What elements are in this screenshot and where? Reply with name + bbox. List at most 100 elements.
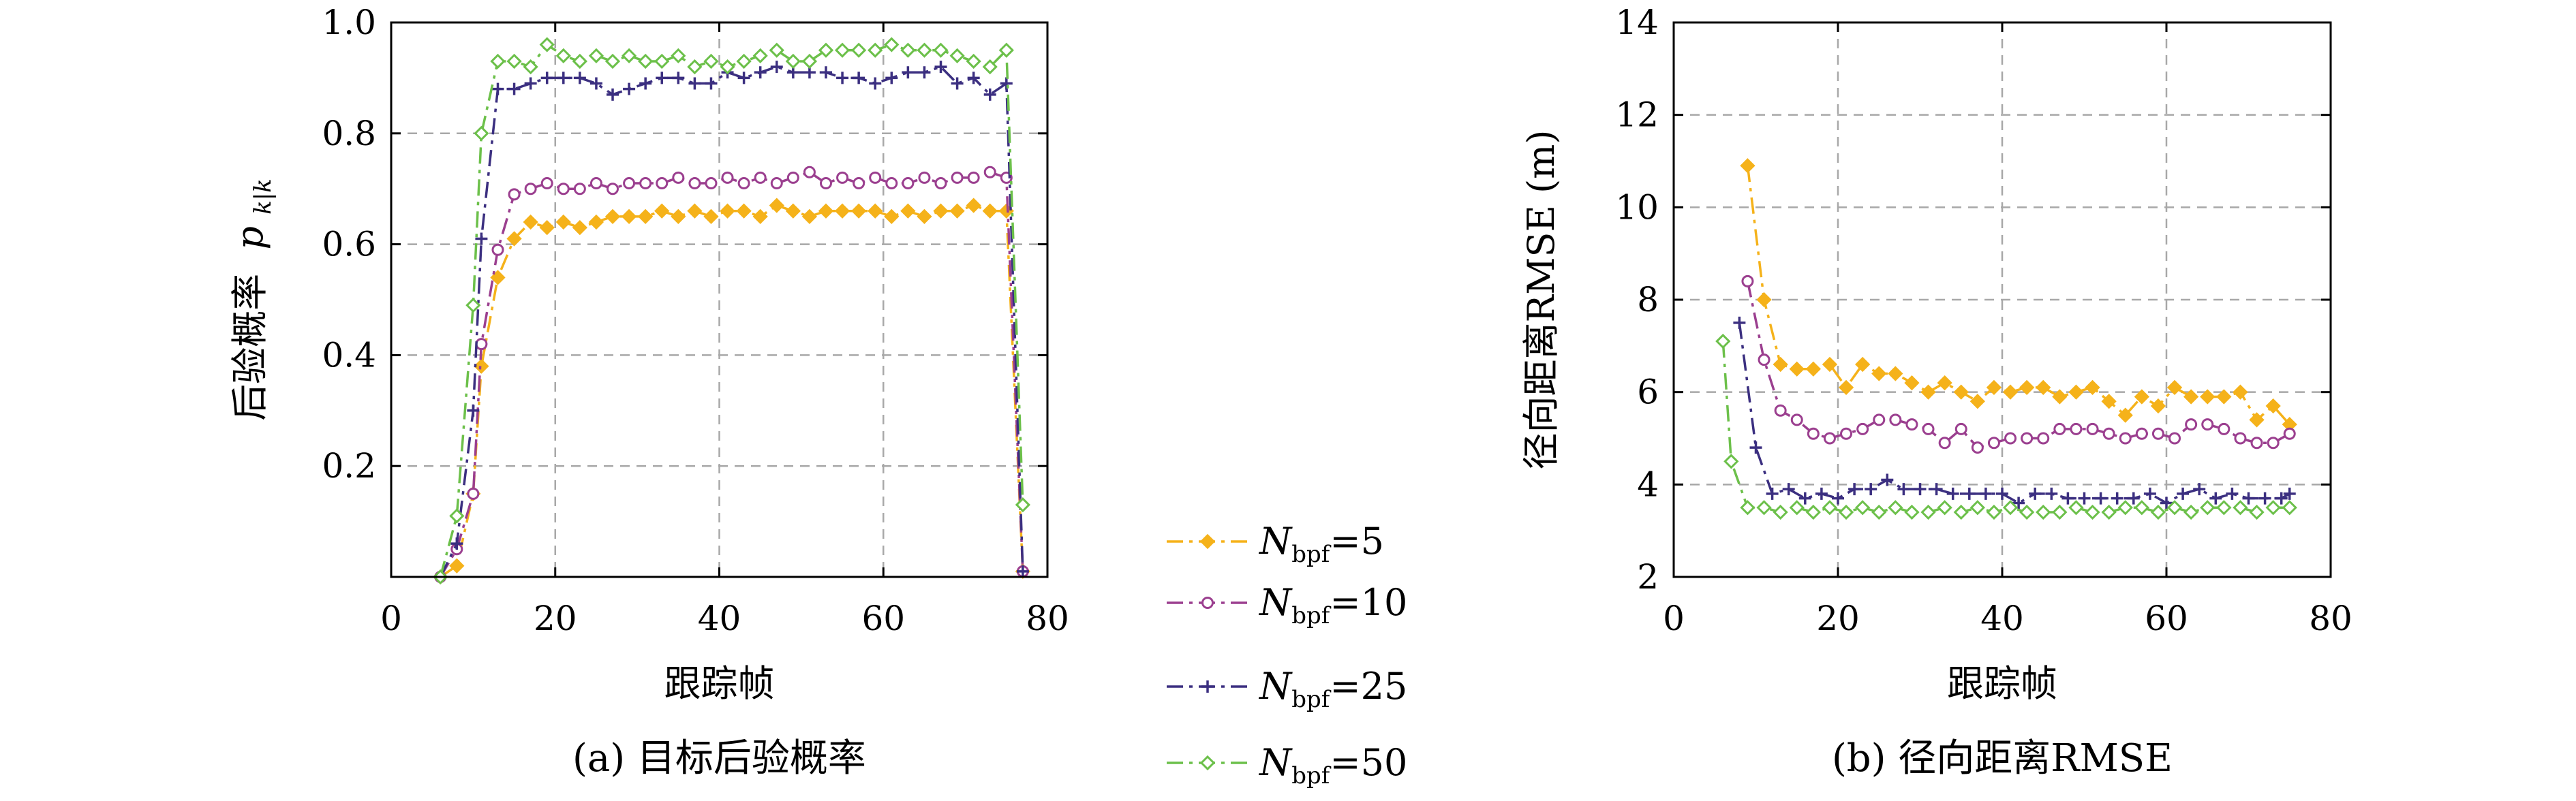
data-point-a-N25-32 [951, 77, 964, 90]
legend-symbol-N25: N [1258, 665, 1293, 708]
data-point-b-N25-30 [2226, 487, 2239, 500]
data-point-a-N25-20 [754, 66, 767, 79]
data-point-b-N5-18 [2036, 379, 2051, 396]
legend-symbol-N10: N [1258, 581, 1293, 624]
data-point-b-N25-6 [1832, 492, 1844, 505]
data-point-a-N5-19 [736, 203, 752, 219]
data-point-b-N10-9 [1889, 413, 1902, 426]
data-point-a-N10-29 [902, 177, 915, 190]
data-point-a-N10-21 [770, 177, 783, 190]
data-point-a-N10-11 [607, 183, 619, 195]
data-point-a-N5-6 [523, 214, 538, 230]
data-point-b-N25-12 [1930, 483, 1943, 496]
data-point-b-N10-28 [2201, 418, 2214, 431]
data-point-a-N50-1 [449, 508, 465, 524]
data-point-a-N5-21 [769, 198, 784, 213]
data-point-b-N25-15 [1979, 487, 1992, 500]
data-point-b-N10-29 [2218, 422, 2230, 435]
y-tick-label-a-2: 0.6 [322, 225, 376, 264]
y-tick-label-a-1: 0.4 [322, 335, 376, 375]
data-point-b-N10-20 [2070, 422, 2083, 435]
data-point-a-N10-23 [803, 166, 816, 178]
y-tick-label-b-5: 12 [1615, 95, 1659, 135]
y-tick-label-b-4: 10 [1615, 187, 1659, 227]
data-point-a-N5-28 [884, 208, 900, 225]
data-point-b-N25-17 [2012, 497, 2025, 509]
legend-label-N5: Nbpf=5 [1258, 520, 1384, 568]
data-point-a-N10-8 [557, 183, 570, 195]
data-point-b-N25-31 [2242, 492, 2255, 505]
data-point-a-N50-9 [572, 53, 587, 69]
y-tick-label-a-3: 0.8 [322, 114, 376, 153]
data-point-a-N10-10 [589, 177, 602, 190]
y-axis-label-a-symbol: p [228, 226, 271, 250]
data-point-a-N25-25 [836, 72, 849, 84]
data-point-a-N10-20 [754, 171, 767, 184]
x-tick-label-b-0: 0 [1663, 599, 1685, 638]
data-point-b-N5-8 [1871, 366, 1887, 381]
grid-a [391, 22, 1047, 577]
legend-value-N25: =25 [1330, 665, 1407, 708]
data-point-a-N5-3 [474, 358, 489, 374]
data-point-a-N25-31 [934, 61, 947, 74]
data-point-b-N50-13 [1920, 504, 1936, 520]
series-markers-a-N25 [434, 61, 1029, 583]
data-point-b-N50-15 [1953, 504, 1969, 520]
data-point-a-N50-19 [736, 53, 752, 69]
data-point-b-N50-14 [1937, 500, 1952, 516]
data-point-b-N10-4 [1807, 427, 1820, 440]
data-point-a-N50-25 [834, 42, 850, 58]
data-point-a-N50-24 [818, 42, 834, 58]
data-point-b-N10-3 [1790, 413, 1803, 426]
data-point-b-N5-9 [1888, 366, 1903, 381]
x-tick-label-b-4: 80 [2309, 599, 2352, 638]
data-point-b-N25-8 [1865, 483, 1877, 496]
series-markers-a-N50 [433, 37, 1031, 585]
data-point-a-N5-31 [933, 203, 949, 219]
legend-value-N5: =5 [1330, 520, 1384, 563]
data-point-b-N25-3 [1782, 483, 1795, 496]
data-point-a-N50-32 [949, 48, 965, 63]
data-point-a-N10-12 [623, 177, 636, 190]
data-point-b-N50-30 [2200, 500, 2215, 516]
data-point-a-N5-23 [801, 208, 818, 225]
data-point-b-N25-21 [2078, 492, 2091, 505]
data-point-a-N50-29 [900, 42, 916, 58]
data-point-a-N5-7 [539, 220, 555, 236]
data-point-a-N25-19 [737, 72, 750, 84]
data-point-a-N25-13 [639, 77, 652, 90]
data-point-b-N5-0 [1740, 158, 1755, 174]
data-point-a-N5-20 [752, 208, 768, 225]
data-point-a-N25-29 [902, 66, 915, 79]
data-point-b-N5-11 [1920, 384, 1936, 400]
data-point-b-N25-18 [2029, 487, 2042, 500]
data-point-a-N10-9 [573, 183, 586, 195]
data-point-b-N10-8 [1873, 413, 1886, 426]
data-point-b-N50-31 [2216, 500, 2232, 516]
data-point-b-N25-32 [2258, 492, 2271, 505]
data-point-a-N10-18 [721, 171, 734, 184]
data-point-b-N5-25 [2150, 398, 2166, 414]
data-point-a-N25-9 [573, 72, 586, 84]
data-point-b-N25-34 [2283, 487, 2296, 500]
data-point-a-N10-4 [491, 243, 504, 256]
data-point-b-N25-16 [1996, 487, 2008, 500]
data-point-b-N50-10 [1871, 504, 1887, 520]
legend-marker-N50 [1199, 755, 1216, 771]
data-point-a-N25-15 [672, 72, 685, 84]
data-point-a-N5-27 [868, 203, 883, 219]
data-point-a-N10-15 [672, 171, 685, 184]
legend-subscript-N5: bpf [1291, 541, 1332, 568]
data-point-a-N50-34 [982, 59, 998, 75]
data-point-b-N5-5 [1822, 356, 1838, 373]
data-point-a-N5-4 [490, 270, 506, 285]
data-point-a-N25-1 [450, 537, 463, 550]
data-point-a-N10-16 [688, 177, 701, 190]
series-line-a-N10 [439, 171, 1024, 578]
series-line-b-N5 [1746, 166, 2291, 426]
data-point-a-N5-12 [621, 208, 637, 225]
y-tick-label-a-0: 0.2 [322, 446, 376, 486]
data-point-b-N5-13 [1953, 384, 1969, 400]
data-point-b-N5-21 [2085, 379, 2100, 396]
